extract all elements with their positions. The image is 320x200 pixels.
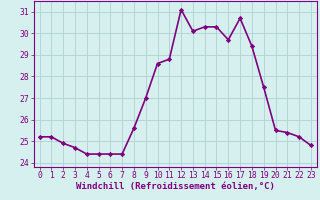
X-axis label: Windchill (Refroidissement éolien,°C): Windchill (Refroidissement éolien,°C)	[76, 182, 275, 191]
